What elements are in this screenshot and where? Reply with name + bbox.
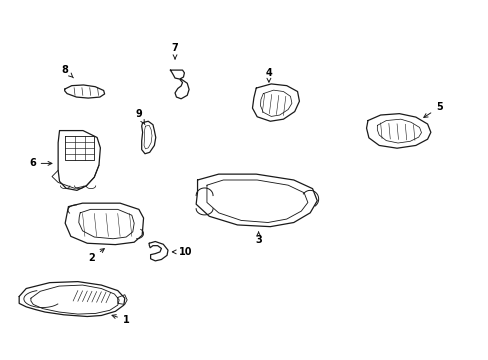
Text: 6: 6 (29, 158, 52, 168)
Text: 9: 9 (135, 109, 144, 125)
Text: 10: 10 (172, 247, 192, 257)
Text: 3: 3 (255, 232, 262, 246)
Text: 2: 2 (88, 249, 104, 263)
Text: 4: 4 (265, 68, 272, 82)
Text: 7: 7 (171, 43, 178, 59)
Text: 8: 8 (61, 65, 73, 78)
Text: 1: 1 (112, 315, 129, 325)
Text: 5: 5 (423, 103, 442, 117)
